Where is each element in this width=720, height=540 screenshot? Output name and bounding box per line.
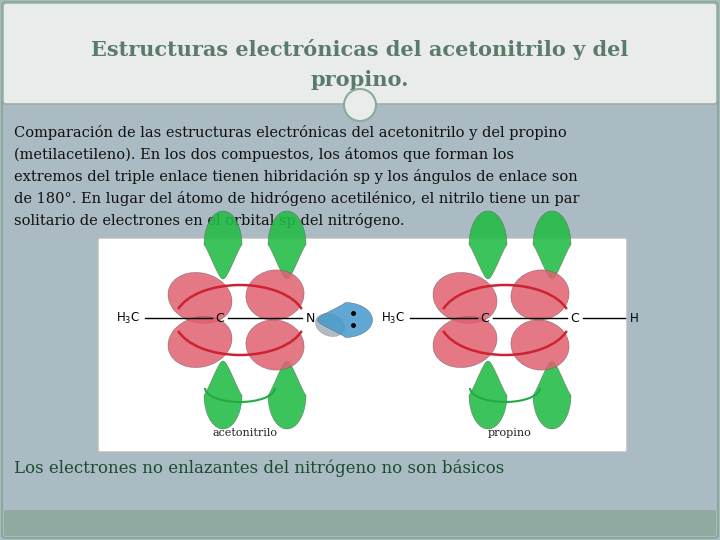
Polygon shape bbox=[533, 211, 571, 279]
Text: acetonitrilo: acetonitrilo bbox=[212, 428, 277, 438]
Circle shape bbox=[344, 89, 376, 121]
Polygon shape bbox=[469, 211, 507, 279]
Ellipse shape bbox=[433, 272, 497, 323]
Text: de 180°. En lugar del átomo de hidrógeno acetilénico, el nitrilo tiene un par: de 180°. En lugar del átomo de hidrógeno… bbox=[14, 191, 580, 206]
Text: extremos del triple enlace tienen hibridación sp y los ángulos de enlace son: extremos del triple enlace tienen hibrid… bbox=[14, 169, 577, 184]
Text: (metilacetileno). En los dos compuestos, los átomos que forman los: (metilacetileno). En los dos compuestos,… bbox=[14, 147, 514, 162]
Text: N: N bbox=[305, 312, 315, 325]
Text: Los electrones no enlazantes del nitrógeno no son básicos: Los electrones no enlazantes del nitróge… bbox=[14, 459, 504, 477]
Polygon shape bbox=[268, 361, 306, 429]
Polygon shape bbox=[268, 211, 306, 279]
Text: propino: propino bbox=[488, 428, 532, 438]
Polygon shape bbox=[533, 361, 571, 429]
Text: H$_3$C: H$_3$C bbox=[381, 310, 405, 326]
Text: Comparación de las estructuras electrónicas del acetonitrilo y del propino: Comparación de las estructuras electróni… bbox=[14, 125, 567, 140]
Ellipse shape bbox=[168, 316, 232, 368]
Text: C: C bbox=[571, 312, 580, 325]
Text: C: C bbox=[481, 312, 490, 325]
Polygon shape bbox=[204, 211, 242, 279]
FancyBboxPatch shape bbox=[4, 510, 716, 536]
Ellipse shape bbox=[511, 320, 569, 370]
Ellipse shape bbox=[315, 313, 345, 336]
Text: C: C bbox=[215, 312, 225, 325]
Text: H$_3$C: H$_3$C bbox=[116, 310, 140, 326]
FancyBboxPatch shape bbox=[3, 3, 717, 104]
Polygon shape bbox=[469, 361, 507, 429]
Text: solitario de electrones en el orbital sp del nitrógeno.: solitario de electrones en el orbital sp… bbox=[14, 213, 405, 228]
Text: propino.: propino. bbox=[311, 70, 409, 90]
Ellipse shape bbox=[246, 320, 304, 370]
Text: Estructuras electrónicas del acetonitrilo y del: Estructuras electrónicas del acetonitril… bbox=[91, 39, 629, 60]
Ellipse shape bbox=[168, 272, 232, 323]
Text: H: H bbox=[630, 312, 639, 325]
Ellipse shape bbox=[511, 270, 569, 320]
Ellipse shape bbox=[433, 316, 497, 368]
FancyBboxPatch shape bbox=[98, 238, 627, 452]
Polygon shape bbox=[204, 361, 242, 429]
Ellipse shape bbox=[246, 270, 304, 320]
Polygon shape bbox=[318, 302, 372, 338]
